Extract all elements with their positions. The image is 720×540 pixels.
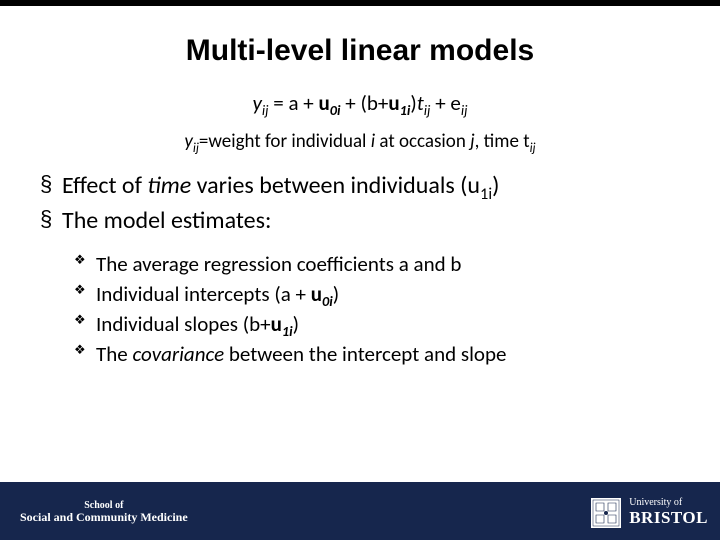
footer-right: University of BRISTOL xyxy=(591,498,708,528)
eq-plus1: + (b+ xyxy=(341,90,389,116)
eq-eq: = a + xyxy=(269,90,319,116)
wd-ij2: ij xyxy=(530,141,536,156)
sub-intercepts: Individual intercepts (a + u0i) xyxy=(74,281,684,307)
eq-ij3: ij xyxy=(461,101,468,119)
university-name: BRISTOL xyxy=(629,509,708,527)
weight-description: yij=weight for individual i at occasion … xyxy=(36,130,684,153)
university-text: University of BRISTOL xyxy=(629,498,708,526)
bullet-effect: Effect of time varies between individual… xyxy=(36,171,684,200)
footer-left: School of Social and Community Medicine xyxy=(20,500,188,524)
sub-slopes: Individual slopes (b+u1i) xyxy=(74,311,684,337)
eq-1i: 1i xyxy=(400,101,411,119)
footer: School of Social and Community Medicine … xyxy=(0,482,720,540)
eq-t: t xyxy=(417,90,424,116)
bullet-estimates: The model estimates: xyxy=(36,206,684,235)
eq-u1: u xyxy=(388,90,399,116)
sub-covariance: The covariance between the intercept and… xyxy=(74,341,684,367)
main-bullets: Effect of time varies between individual… xyxy=(36,171,684,235)
eq-ij: ij xyxy=(262,101,269,119)
eq-plus2: + e xyxy=(430,90,460,116)
wd-mid2: at occasion xyxy=(375,130,470,153)
sub-bullets: The average regression coefficients a an… xyxy=(74,251,684,367)
content-area: Multi-level linear models yij = a + u0i … xyxy=(0,6,720,482)
school-name: Social and Community Medicine xyxy=(20,511,188,524)
wd-mid: =weight for individual xyxy=(199,130,371,153)
slide-title: Multi-level linear models xyxy=(36,34,684,68)
university-crest-icon xyxy=(591,498,621,528)
sub-avg: The average regression coefficients a an… xyxy=(74,251,684,277)
eq-y: y xyxy=(252,90,261,116)
wd-y: y xyxy=(184,130,193,153)
slide: { "title": "Multi-level linear models", … xyxy=(0,0,720,540)
eq-0i: 0i xyxy=(330,101,341,119)
wd-mid3: , time t xyxy=(475,130,530,153)
equation: yij = a + u0i + (b+u1i)tij + eij xyxy=(36,90,684,116)
eq-u0: u xyxy=(319,90,330,116)
